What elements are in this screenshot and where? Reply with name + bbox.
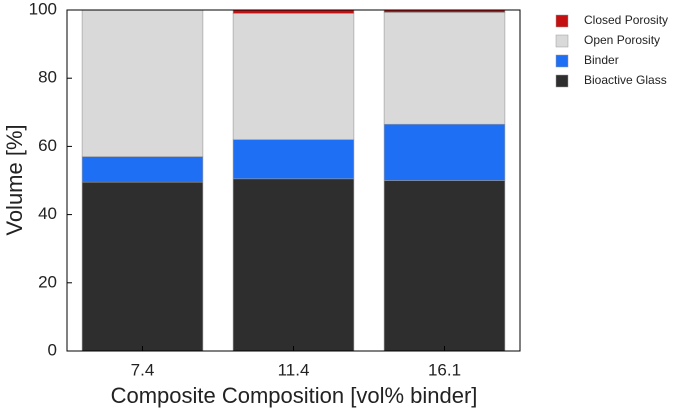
plot-frame [66,9,521,352]
bar-segment [232,139,355,180]
x-tick-label: 7.4 [131,360,155,379]
legend-label: Open Porosity [584,33,660,47]
x-tick-label: 16.1 [428,360,461,379]
x-tick-label: 11.4 [278,360,310,379]
bar-segment [81,181,204,352]
bar-segment [232,9,355,14]
legend-label: Bioactive Glass [584,73,667,87]
bar-segment [383,12,506,125]
legend-label: Closed Porosity [584,13,668,27]
bar-segment [232,178,355,352]
bar-segment [81,9,204,157]
bar-segment [383,180,506,352]
bar-segment [81,156,204,183]
y-tick-label: 40 [38,204,57,223]
legend-swatch [555,14,569,28]
legend-swatch [555,34,569,48]
y-axis-label: Volume [%] [2,124,27,235]
legend-swatch [555,54,569,68]
bar-segment [383,123,506,181]
y-tick-label: 80 [38,68,57,87]
y-tick-label: 0 [48,340,57,359]
y-tick-label: 60 [38,136,57,155]
y-tick-label: 20 [38,272,57,291]
legend-label: Binder [584,53,619,67]
legend-swatch [555,74,569,88]
bar-segment [232,13,355,140]
y-tick-label: 100 [29,0,57,18]
x-axis-label: Composite Composition [vol% binder] [111,383,478,408]
